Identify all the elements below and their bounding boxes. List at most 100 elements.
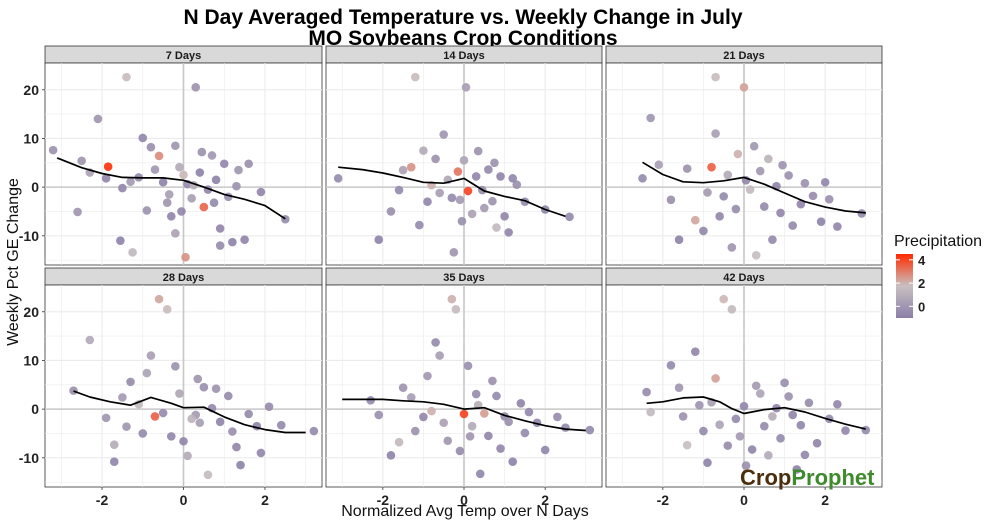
data-point — [792, 465, 802, 474]
data-point — [276, 420, 286, 430]
logo-crop: Crop — [740, 465, 791, 490]
legend-label: 0 — [918, 299, 925, 314]
y-tick-label: 20 — [23, 82, 39, 98]
data-point — [824, 194, 834, 204]
data-point — [374, 410, 384, 420]
data-point — [642, 387, 651, 397]
facet-strip-label: 21 Days — [723, 50, 765, 62]
x-tick-label: 0 — [460, 492, 468, 508]
data-point — [784, 171, 793, 180]
data-point — [175, 162, 184, 172]
data-point — [109, 457, 119, 466]
data-point — [585, 425, 595, 435]
data-point — [211, 384, 221, 393]
data-point — [215, 417, 225, 427]
data-point — [439, 418, 449, 428]
data-point — [654, 160, 664, 170]
x-tick-label: 2 — [821, 492, 829, 508]
data-point — [211, 175, 221, 185]
data-point — [435, 351, 444, 360]
data-point — [154, 294, 164, 304]
data-point — [479, 203, 489, 213]
data-point — [419, 412, 428, 422]
precipitation-legend: Precipitation 4 2 0 — [894, 233, 982, 318]
data-point — [715, 420, 724, 429]
data-point — [711, 374, 720, 383]
data-point — [199, 202, 209, 212]
data-point — [455, 446, 465, 456]
data-point — [447, 294, 457, 304]
data-point — [69, 386, 78, 395]
data-point — [524, 407, 534, 417]
y-axis-label: Weekly Pct GE Change — [5, 178, 22, 346]
data-point — [118, 183, 127, 193]
data-point — [457, 216, 467, 226]
data-point — [812, 438, 822, 448]
data-point — [232, 181, 241, 191]
data-point — [453, 167, 463, 176]
x-axis-label: Normalized Avg Temp over N Days — [341, 503, 589, 520]
data-point — [496, 172, 505, 181]
data-point — [423, 371, 432, 381]
x-tick-label: 0 — [740, 492, 748, 508]
facet-strip-label: 28 Days — [163, 272, 205, 284]
data-point — [711, 72, 720, 82]
data-point — [386, 207, 396, 216]
data-point — [146, 351, 156, 360]
logo-prophet: Prophet — [791, 465, 875, 490]
data-point — [674, 235, 684, 244]
data-point — [666, 195, 676, 205]
data-point — [776, 434, 785, 443]
facet-panel: 14 Days — [325, 45, 603, 266]
data-point — [256, 187, 266, 197]
data-point — [471, 172, 481, 181]
data-point — [808, 191, 818, 201]
data-point — [666, 361, 676, 370]
facet-panel: 28 Days 20 10 0 -10 -2 0 2 — [19, 267, 323, 508]
legend-title: Precipitation — [894, 233, 982, 250]
data-point — [138, 429, 148, 438]
data-point — [768, 235, 777, 244]
data-point — [333, 174, 343, 183]
data-point — [138, 133, 148, 143]
data-point — [764, 451, 773, 460]
data-point — [473, 146, 483, 156]
data-point — [374, 235, 384, 244]
data-point — [203, 470, 213, 480]
data-point — [857, 209, 867, 218]
data-point — [179, 170, 188, 180]
legend-label: 4 — [918, 253, 926, 268]
y-tick-label: 10 — [23, 130, 39, 146]
legend-label: 2 — [918, 276, 925, 291]
data-point — [735, 432, 745, 441]
data-point — [703, 188, 712, 197]
data-point — [410, 426, 420, 436]
data-point — [516, 398, 526, 408]
data-point — [154, 151, 164, 161]
data-point — [116, 236, 125, 245]
data-point — [703, 458, 712, 467]
data-point — [398, 165, 408, 175]
data-point — [122, 422, 131, 431]
data-point — [800, 450, 810, 460]
data-point — [459, 156, 469, 165]
data-point — [739, 83, 749, 92]
data-point — [101, 413, 111, 423]
data-point — [171, 361, 180, 371]
data-point — [122, 72, 131, 82]
data-point — [187, 414, 196, 424]
smooth-line — [56, 157, 286, 220]
data-point — [553, 412, 562, 422]
smooth-line — [642, 161, 866, 214]
data-point — [731, 204, 741, 214]
data-point — [820, 177, 830, 187]
facet-panel: 42 Days -2 0 2 — [605, 267, 883, 508]
x-tick-label: -2 — [377, 492, 390, 508]
data-point — [244, 409, 253, 419]
data-point — [439, 130, 449, 139]
data-point — [394, 437, 404, 447]
smooth-line — [342, 398, 586, 432]
data-point — [215, 241, 225, 250]
data-point — [719, 294, 729, 304]
